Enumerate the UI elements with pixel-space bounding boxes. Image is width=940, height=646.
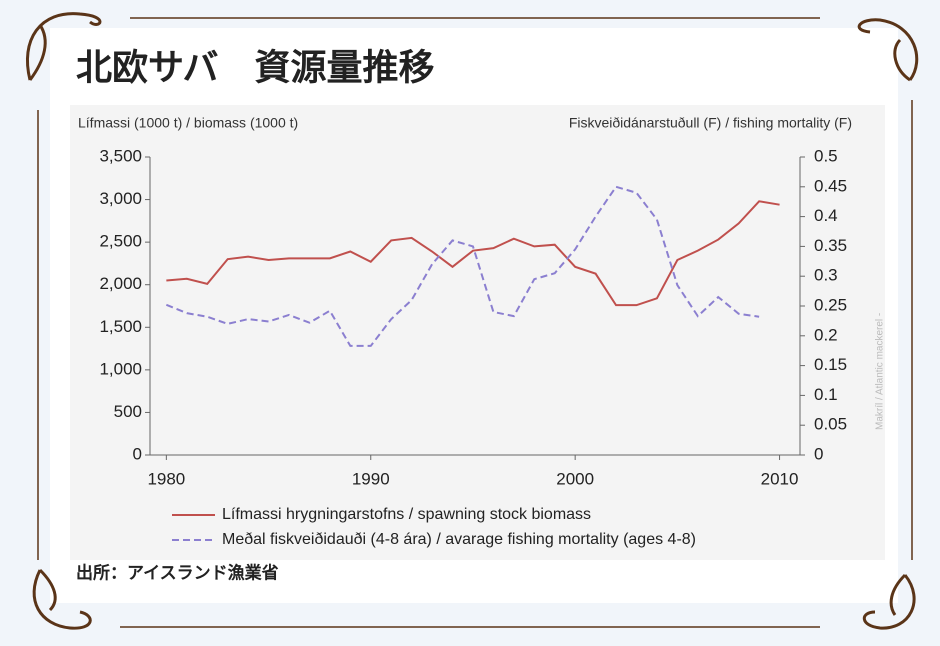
page-title: 北欧サバ 資源量推移 bbox=[76, 47, 435, 88]
y2-tick-label: 0.35 bbox=[814, 236, 847, 255]
legend-label: Lífmassi hrygningarstofns / spawning sto… bbox=[222, 506, 591, 523]
y-tick-label: 1,000 bbox=[99, 359, 142, 378]
chart: 北欧サバ 資源量推移 Lífmassi (1000 t) / biomass (… bbox=[0, 0, 940, 641]
y2-tick-label: 0.05 bbox=[814, 415, 847, 434]
y2-tick-label: 0.2 bbox=[814, 325, 838, 344]
chart-bg bbox=[70, 105, 885, 560]
y2-tick-label: 0.25 bbox=[814, 295, 847, 314]
y-tick-label: 2,000 bbox=[99, 274, 142, 293]
y2-tick-label: 0.45 bbox=[814, 176, 847, 195]
y2-tick-label: 0 bbox=[814, 444, 823, 463]
legend-label: Meðal fiskveiðidauði (4-8 ára) / avarage… bbox=[222, 531, 696, 548]
x-tick-label: 1980 bbox=[147, 469, 185, 488]
x-tick-label: 1990 bbox=[352, 469, 390, 488]
x-tick-label: 2010 bbox=[761, 469, 799, 488]
y2-tick-label: 0.15 bbox=[814, 355, 847, 374]
side-note: Makríl / Atlantic mackerel - bbox=[875, 313, 886, 430]
y-tick-label: 0 bbox=[133, 444, 142, 463]
y-tick-label: 500 bbox=[114, 402, 142, 421]
y-tick-label: 3,500 bbox=[99, 146, 142, 165]
y-tick-label: 2,500 bbox=[99, 232, 142, 251]
y-axis-label: Lífmassi (1000 t) / biomass (1000 t) bbox=[78, 115, 298, 131]
y2-tick-label: 0.1 bbox=[814, 385, 838, 404]
y-tick-label: 3,000 bbox=[99, 189, 142, 208]
source: 出所：アイスランド漁業省 bbox=[76, 562, 279, 582]
y2-tick-label: 0.3 bbox=[814, 266, 838, 285]
x-tick-label: 2000 bbox=[556, 469, 594, 488]
y2-tick-label: 0.4 bbox=[814, 206, 838, 225]
page: 北欧サバ 資源量推移 Lífmassi (1000 t) / biomass (… bbox=[0, 0, 940, 641]
y-tick-label: 1,500 bbox=[99, 317, 142, 336]
y2-tick-label: 0.5 bbox=[814, 146, 838, 165]
y2-axis-label: Fiskveiðidánarstuðull (F) / fishing mort… bbox=[569, 115, 852, 131]
